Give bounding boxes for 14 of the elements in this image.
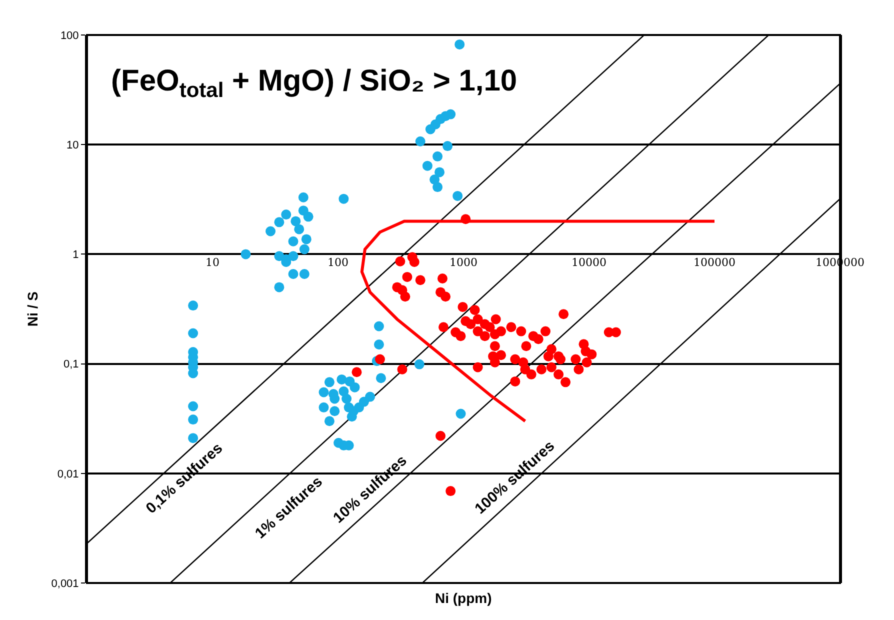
y-tick-label: 100 xyxy=(60,30,79,42)
y-tick-label: 10 xyxy=(66,139,79,152)
x-tick-label: 10 xyxy=(206,256,220,270)
y-tick-label: 1 xyxy=(72,249,79,262)
y-tick-label: 0,001 xyxy=(51,578,79,590)
text: (FeO$_{total}$ + MgO) / SiO₂ > 1,10 xyxy=(111,64,518,102)
y-tick-label: 0,01 xyxy=(57,468,79,480)
y-axis-title: Ni / S xyxy=(24,291,40,327)
y-tick-label: 0,1 xyxy=(64,358,79,371)
x-axis-title: Ni (ppm) xyxy=(435,590,492,606)
x-tick-label: 10000 xyxy=(572,256,606,270)
x-tick-label: 1000 xyxy=(450,256,478,270)
x-tick-label: 100000 xyxy=(694,256,736,270)
x-tick-label: 100 xyxy=(328,256,348,270)
